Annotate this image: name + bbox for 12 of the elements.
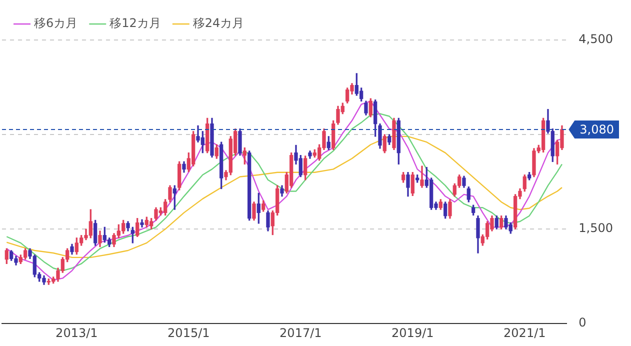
- legend-label: 移12カ月: [110, 16, 161, 30]
- x-tick-label: 2017/1: [280, 326, 322, 340]
- y-tick-label: 4,500: [578, 32, 614, 46]
- legend-label: 移6カ月: [34, 16, 78, 30]
- x-tick-label: 2013/1: [56, 326, 98, 340]
- x-tick-label: 2015/1: [168, 326, 210, 340]
- ref-line-label: 3,080: [580, 122, 614, 137]
- x-tick-label: 2019/1: [392, 326, 434, 340]
- legend-label: 移24カ月: [192, 16, 244, 30]
- x-tick-label: 2021/1: [504, 326, 546, 340]
- y-tick-label: 0: [578, 316, 586, 330]
- y-tick-label: 1,500: [578, 221, 614, 236]
